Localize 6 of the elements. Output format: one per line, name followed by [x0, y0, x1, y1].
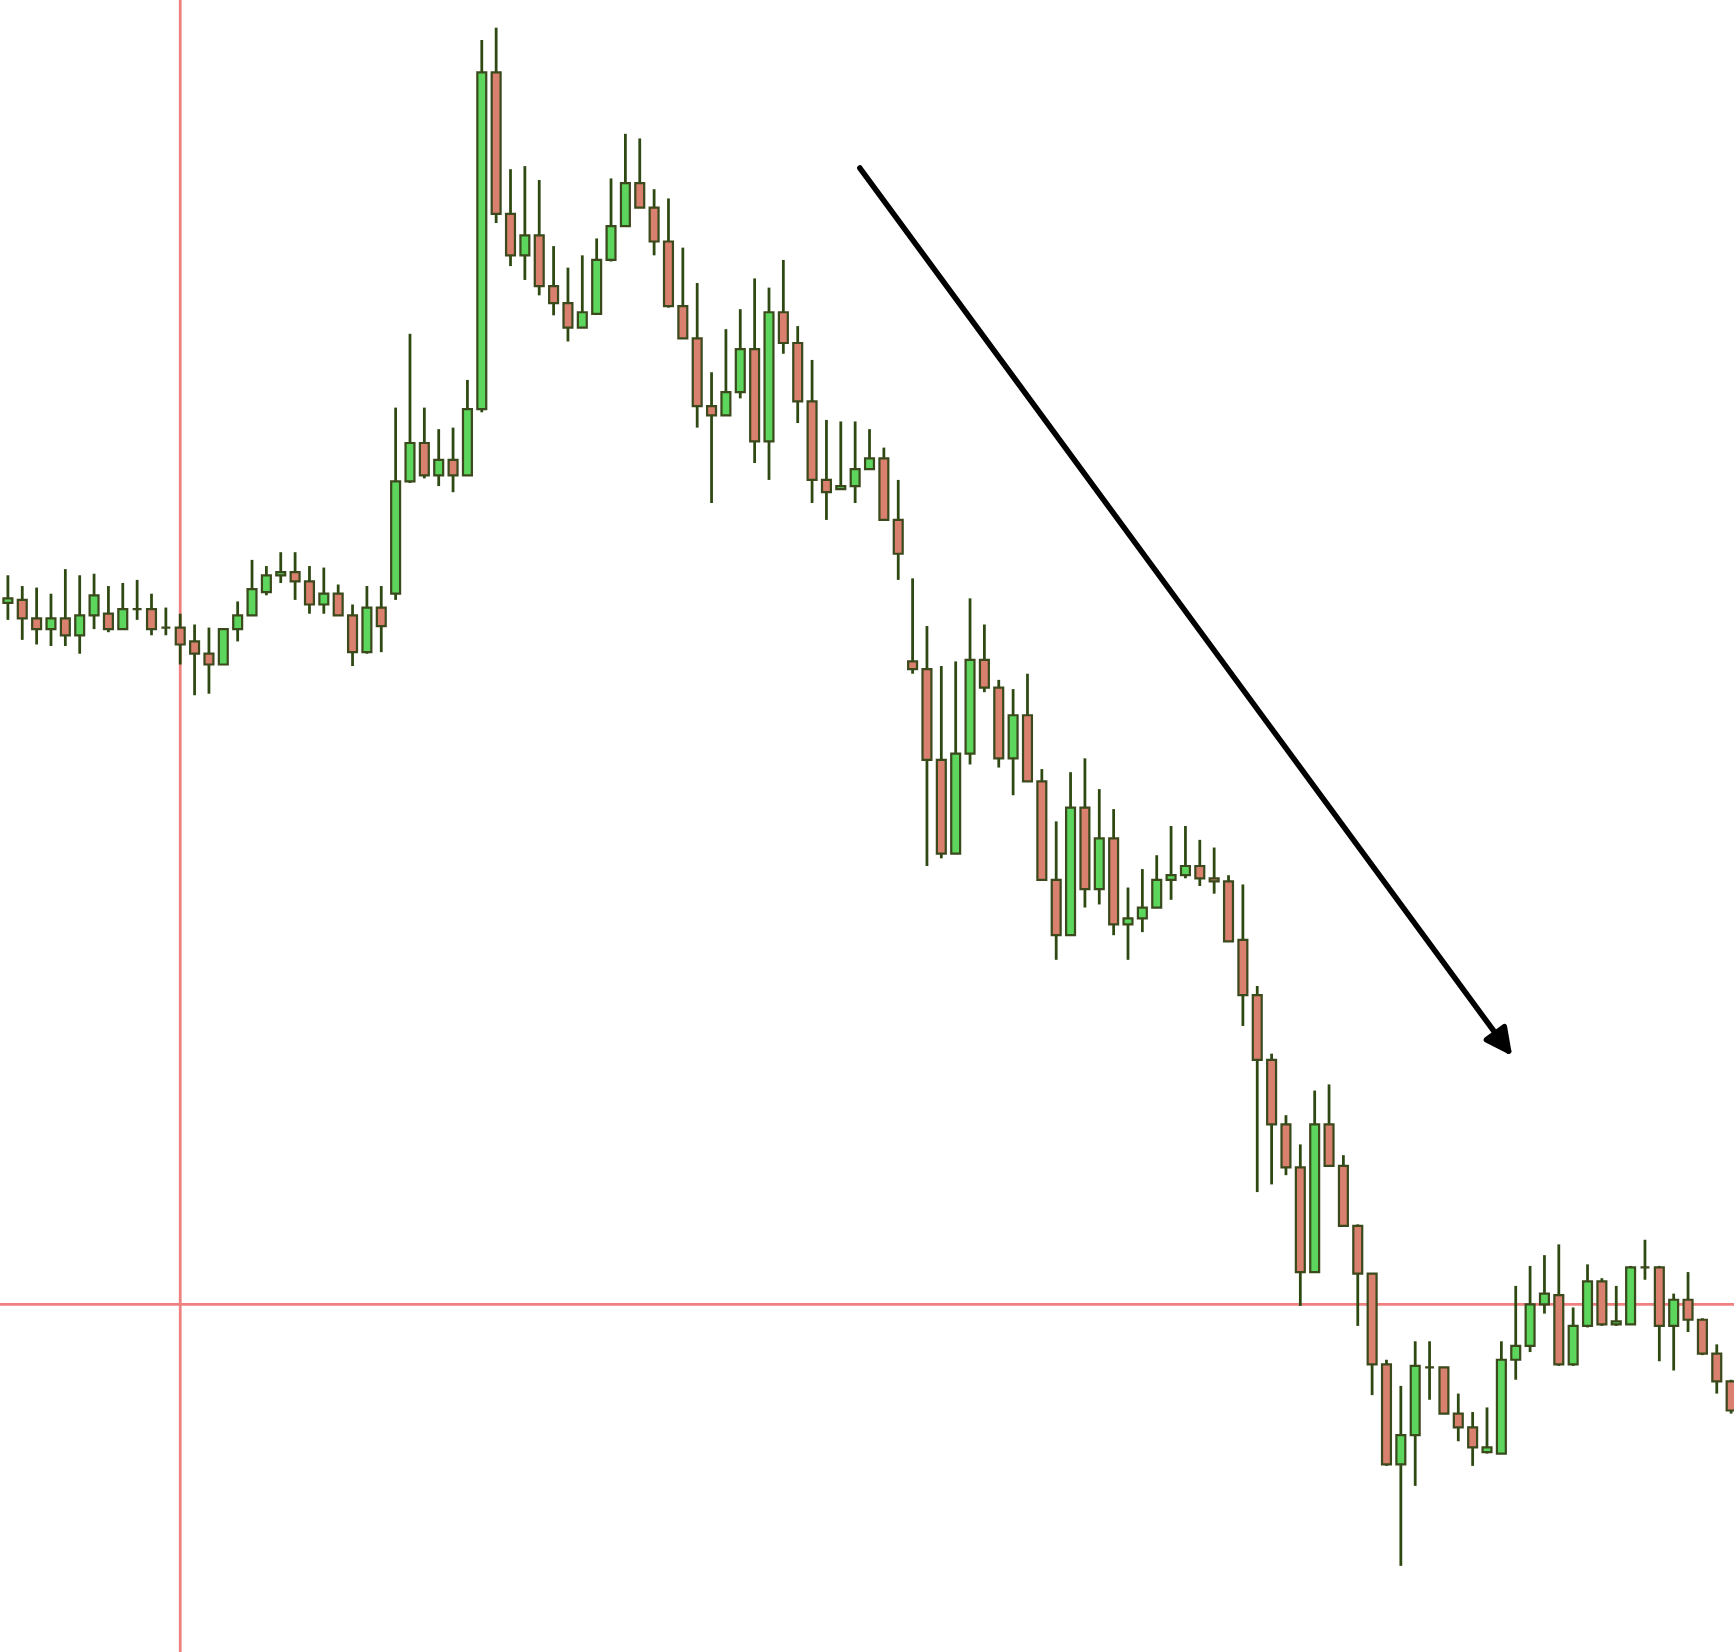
candlestick [375, 584, 387, 654]
candlestick [1438, 1366, 1450, 1415]
candlestick [892, 478, 904, 582]
candlestick [145, 592, 158, 637]
candlestick [1725, 1378, 1734, 1415]
candlestick [2, 573, 14, 622]
